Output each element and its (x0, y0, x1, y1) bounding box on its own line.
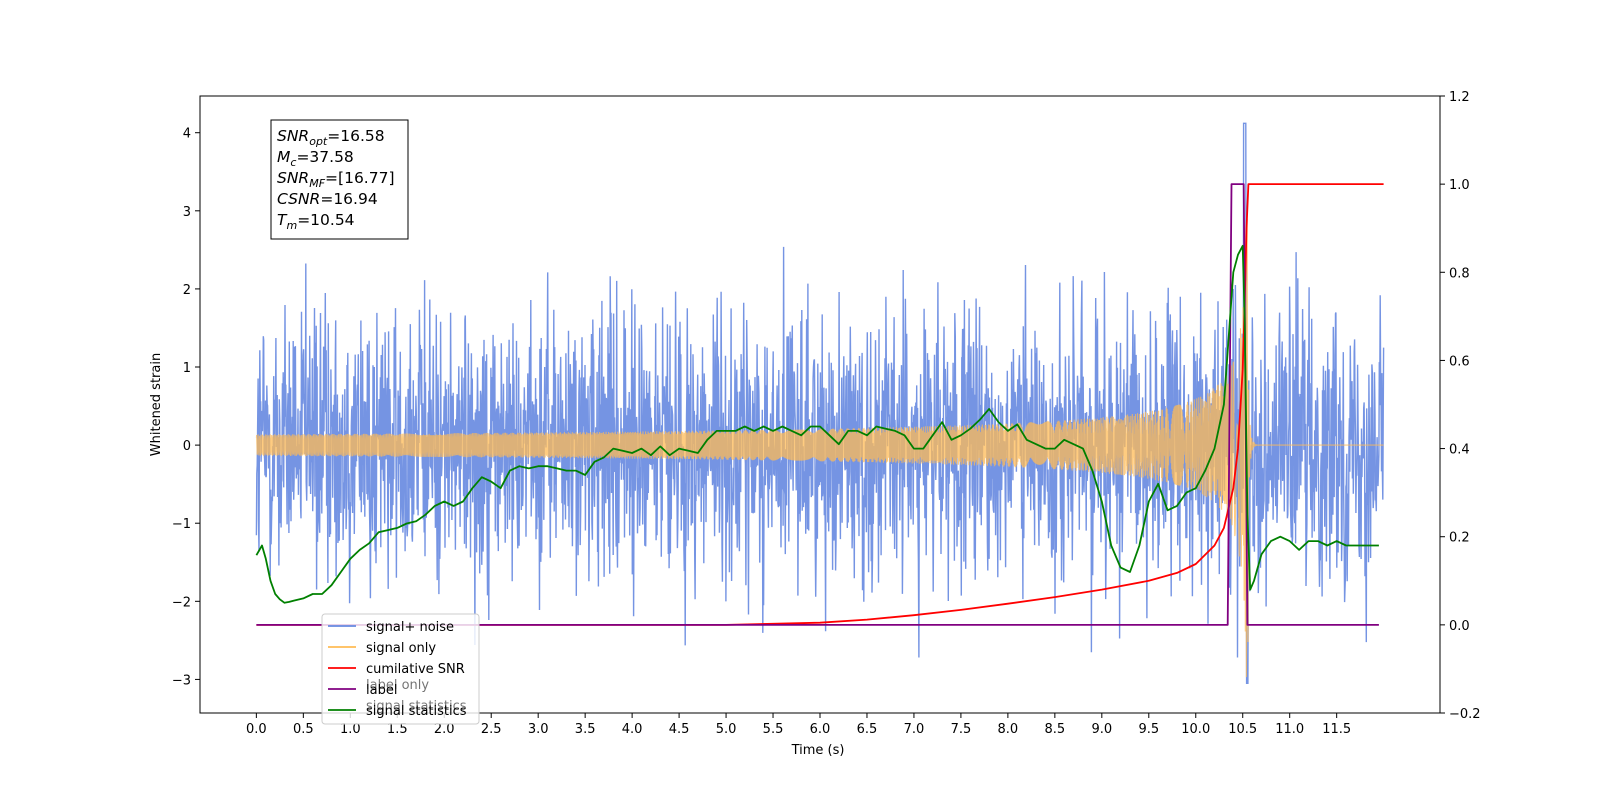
y-tick-label: 4 (183, 127, 191, 142)
x-tick-label: 5.5 (763, 722, 784, 737)
series-layer (255, 122, 1385, 684)
x-tick-label: 2.5 (481, 722, 502, 737)
x-tick-label: 8.0 (998, 722, 1019, 737)
y-axis-label: Whitened strain (149, 353, 164, 456)
y-tick-label: 1 (183, 361, 191, 376)
legend-label: cumilative SNR (366, 662, 465, 677)
x-tick-label: 3.0 (528, 722, 549, 737)
x-tick-label: 7.0 (904, 722, 925, 737)
series-signal-only (255, 218, 1384, 678)
x-tick-label: 5.0 (716, 722, 737, 737)
y-axis-left: 4 3 2 1 0 −1 −2 −3 (172, 127, 200, 688)
y-tick-label: −3 (172, 673, 191, 688)
legend-label: signal only (366, 641, 436, 656)
x-tick-label: 0.0 (246, 722, 267, 737)
series-label (256, 183, 1379, 626)
annotation-line: SNRopt=16.58 (277, 127, 385, 148)
y-tick-label: −2 (172, 595, 191, 610)
x-tick-label: 9.5 (1138, 722, 1159, 737)
annotation-line: Mc=37.58 (277, 148, 354, 169)
legend-label: signal+ noise (366, 620, 454, 635)
y-tick-label: 0 (183, 439, 191, 454)
y-tick-label: 2 (183, 283, 191, 298)
x-tick-label: 7.5 (951, 722, 972, 737)
x-tick-label: 8.5 (1045, 722, 1066, 737)
y-tick-label: 3 (183, 205, 191, 220)
legend-frame (321, 613, 480, 725)
x-tick-label: 0.5 (293, 722, 314, 737)
legend-ghost-text: label only (366, 678, 429, 693)
y2-tick-label: 1.0 (1449, 178, 1470, 193)
x-tick-label: 1.0 (340, 722, 361, 737)
legend-label: label (366, 683, 397, 698)
annotation-line: Tm=10.54 (277, 211, 355, 232)
annotation-line: SNRMF=[16.77] (277, 169, 395, 190)
y2-tick-label: −0.2 (1449, 707, 1481, 722)
annotation-line: CSNR=16.94 (277, 190, 378, 208)
x-tick-label: 6.0 (810, 722, 831, 737)
y2-tick-label: 0.8 (1449, 266, 1470, 281)
legend-ghost-text: signal statistics (366, 699, 467, 714)
legend-label: signal statistics (366, 704, 467, 719)
series-signal-statistics (255, 244, 1379, 604)
x-tick-label: 11.5 (1322, 722, 1351, 737)
y-axis-right: 1.2 1.0 0.8 0.6 0.4 0.2 0.0 −0.2 (1440, 90, 1481, 722)
y2-tick-label: 1.2 (1449, 90, 1470, 105)
x-tick-label: 3.5 (575, 722, 596, 737)
y2-tick-label: 0.2 (1449, 531, 1470, 546)
annotation-box: SNRopt=16.58Mc=37.58SNRMF=[16.77]CSNR=16… (270, 119, 409, 240)
x-tick-label: 6.5 (857, 722, 878, 737)
x-tick-label: 10.5 (1228, 722, 1257, 737)
x-tick-label: 1.5 (387, 722, 408, 737)
x-tick-label: 10.0 (1181, 722, 1210, 737)
y2-tick-label: 0.6 (1449, 354, 1470, 369)
legend: label only signal statistics signal+ noise… (321, 613, 480, 725)
x-axis-label: Time (s) (791, 743, 845, 758)
x-tick-label: 9.0 (1091, 722, 1112, 737)
x-tick-label: 4.0 (622, 722, 643, 737)
x-tick-label: 2.0 (434, 722, 455, 737)
x-axis: 0.0 0.5 1.0 1.5 2.0 2.5 3.0 3.5 4.0 4.5 5.0 5.5 6.0 6… (246, 713, 1351, 737)
x-tick-label: 4.5 (669, 722, 690, 737)
y2-tick-label: 0.0 (1449, 619, 1470, 634)
annotation-frame (270, 119, 409, 240)
y-tick-label: −1 (172, 517, 191, 532)
x-tick-label: 11.0 (1275, 722, 1304, 737)
y2-tick-label: 0.4 (1449, 443, 1470, 458)
